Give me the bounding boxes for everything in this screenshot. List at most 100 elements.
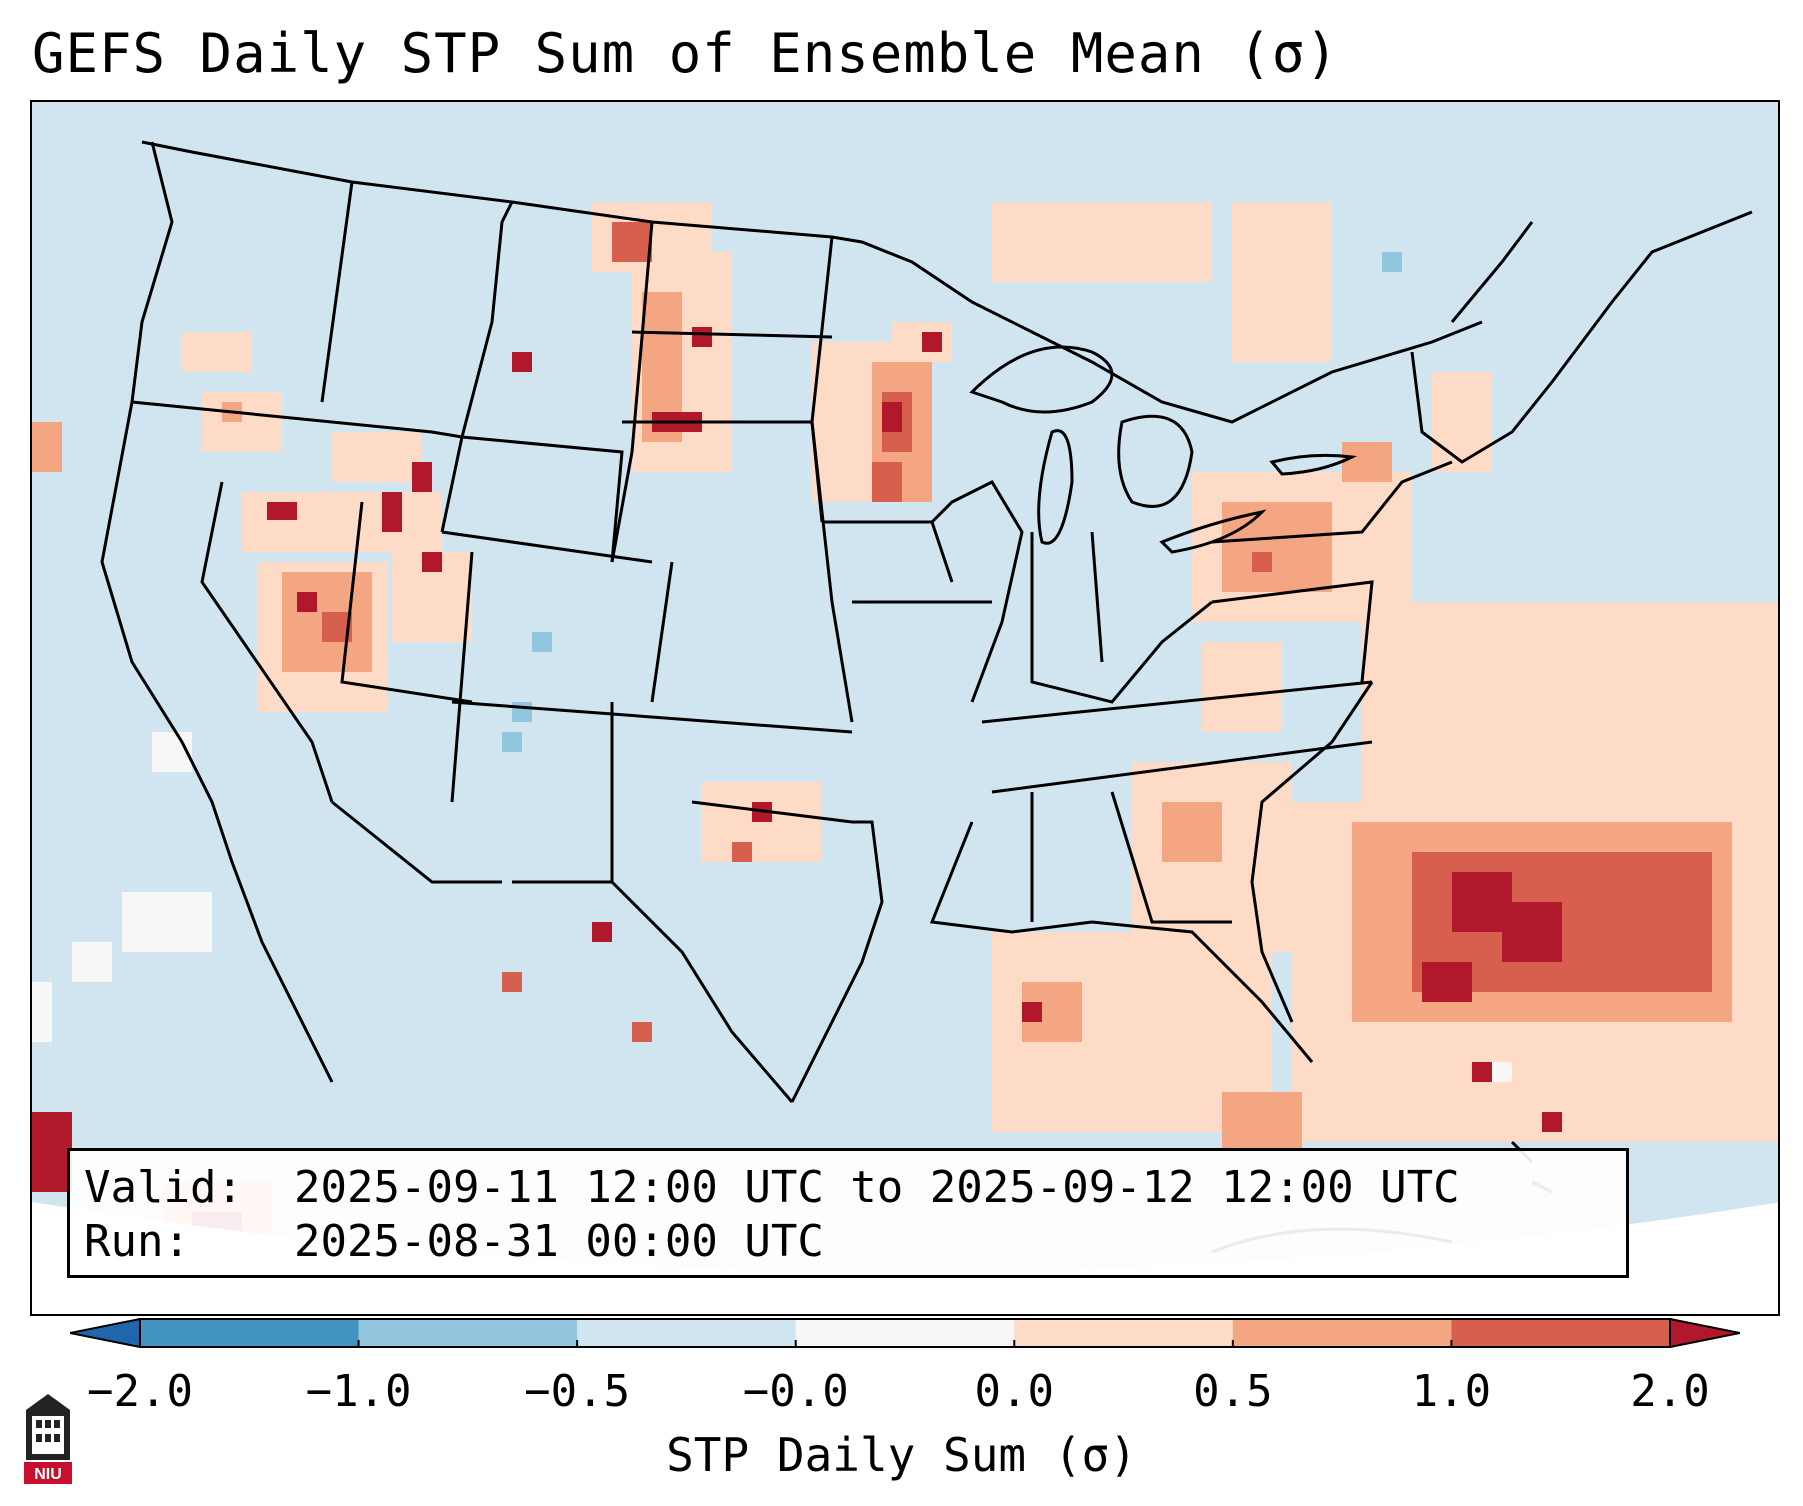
- ga-line: [1110, 791, 1232, 924]
- ut-line: [340, 501, 473, 704]
- field-cell: [1502, 902, 1562, 962]
- or-id-line: [131, 400, 463, 439]
- colorbar-bin: [358, 1319, 578, 1347]
- run-row: Run: 2025-08-31 00:00 UTC: [84, 1215, 1626, 1269]
- field-cell: [1542, 1112, 1562, 1132]
- co-ut-line: [450, 551, 474, 803]
- colorbar-outline: [139, 1318, 1671, 1348]
- field-cell: [922, 332, 942, 352]
- field-cell: [332, 432, 422, 482]
- map-panel: [30, 100, 1780, 1316]
- wy-co-line: [441, 530, 653, 564]
- mississippi: [930, 480, 1024, 703]
- field-cell: [692, 327, 712, 347]
- colorbar-svg: [69, 1317, 1741, 1349]
- field-cell: [592, 922, 612, 942]
- projection-edge: [32, 1202, 1778, 1314]
- field-cell: [512, 352, 532, 372]
- ohio-river: [1030, 532, 1213, 704]
- chart-title: GEFS Daily STP Sum of Ensemble Mean (σ): [32, 22, 1339, 85]
- colorbar-bin: [577, 1319, 797, 1347]
- atlantic-coast: [1250, 681, 1374, 1023]
- colorbar-tick-label: −2.0: [87, 1366, 193, 1417]
- tn-line: [981, 680, 1373, 724]
- field-cell: [1202, 642, 1282, 732]
- field-cell: [882, 402, 902, 432]
- niu-logo: NIU: [24, 1394, 72, 1484]
- va-line: [1211, 580, 1374, 683]
- valid-run-info-box: Valid: 2025-09-11 12:00 UTC to 2025-09-12…: [67, 1148, 1629, 1278]
- field-cell: [872, 462, 902, 502]
- colorbar-tick-label: −1.0: [305, 1366, 412, 1417]
- new-england-coast: [1410, 210, 1753, 464]
- west-coast: [100, 141, 334, 1083]
- colorbar-tick-label: −0.5: [524, 1366, 631, 1417]
- in-oh-line: [1090, 531, 1104, 663]
- colorbar-label: STP Daily Sum (σ): [666, 1428, 1137, 1482]
- lake-ontario: [1269, 453, 1358, 476]
- valid-value: 2025-09-11 12:00 UTC to 2025-09-12 12:00…: [294, 1162, 1460, 1213]
- run-label: Run:: [84, 1216, 190, 1267]
- field-cell: [1432, 372, 1492, 472]
- field-cell: [502, 972, 522, 992]
- pa-ny-line: [1211, 460, 1453, 544]
- colorbar-bin: [1451, 1319, 1671, 1347]
- nv-ca-line: [200, 481, 334, 803]
- field-cell: [502, 732, 522, 752]
- lake-erie: [1159, 509, 1267, 554]
- quebec-border: [1450, 221, 1534, 323]
- colorbar-tick-label: −0.0: [742, 1366, 849, 1417]
- field-cell: [992, 202, 1212, 282]
- field-cell: [732, 842, 752, 862]
- field-cell: [1222, 1092, 1302, 1152]
- field-cell: [242, 492, 442, 552]
- field-cell: [72, 942, 112, 982]
- nd-sd-line: [631, 330, 833, 339]
- field-cell: [1422, 962, 1472, 1002]
- stp-field-cells: [32, 202, 1778, 1312]
- great-lakes-border: [971, 300, 1483, 424]
- field-cell: [1252, 552, 1272, 572]
- colorbar-bin: [140, 1319, 360, 1347]
- colorbar-tick-label: 0.0: [974, 1366, 1055, 1417]
- field-cell: [1492, 1062, 1512, 1082]
- field-cell: [1022, 1002, 1042, 1022]
- colorbar: [69, 1317, 1741, 1349]
- field-cell: [1222, 502, 1332, 592]
- nd-mt-line: [610, 221, 654, 563]
- gulf-coast-fl: [929, 821, 1314, 1063]
- field-cell: [1232, 202, 1332, 362]
- field-cell: [382, 492, 402, 532]
- field-cell: [532, 632, 552, 652]
- field-cell: [267, 502, 297, 520]
- boundaries: [100, 140, 1753, 1254]
- field-cell: [182, 332, 252, 372]
- field-cell: [1382, 252, 1402, 272]
- mt-id-line: [440, 201, 514, 533]
- valid-label: Valid:: [84, 1162, 243, 1213]
- field-cell: [297, 592, 317, 612]
- logo-text: NIU: [34, 1466, 62, 1483]
- valid-row: Valid: 2025-09-11 12:00 UTC to 2025-09-12…: [84, 1161, 1626, 1215]
- map-svg: [32, 102, 1778, 1314]
- tn-south-line: [991, 740, 1373, 794]
- field-cell: [412, 462, 432, 492]
- wa-id-line: [320, 181, 354, 403]
- colorbar-over-extension: [1669, 1317, 1741, 1349]
- run-value: 2025-08-31 00:00 UTC: [294, 1216, 824, 1267]
- field-cell: [122, 892, 212, 952]
- colorbar-bin: [1232, 1319, 1452, 1347]
- colorbar-tick-label: 2.0: [1630, 1366, 1710, 1417]
- rio-grande: [610, 880, 794, 1103]
- wy-border: [461, 435, 624, 563]
- co-ks-line: [650, 561, 674, 703]
- field-cell: [32, 422, 62, 472]
- lake-huron: [1117, 414, 1194, 508]
- field-cell: [512, 702, 532, 722]
- field-cell: [632, 1022, 652, 1042]
- colorbar-tick-label: 0.5: [1193, 1366, 1273, 1417]
- az-mx-border: [331, 800, 502, 884]
- colorbar-bin: [1014, 1319, 1234, 1347]
- colorbar-tick-label: 1.0: [1411, 1366, 1492, 1417]
- field-cell: [422, 552, 442, 572]
